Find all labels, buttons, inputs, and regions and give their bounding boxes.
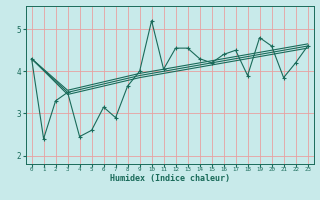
X-axis label: Humidex (Indice chaleur): Humidex (Indice chaleur) [109, 174, 230, 183]
